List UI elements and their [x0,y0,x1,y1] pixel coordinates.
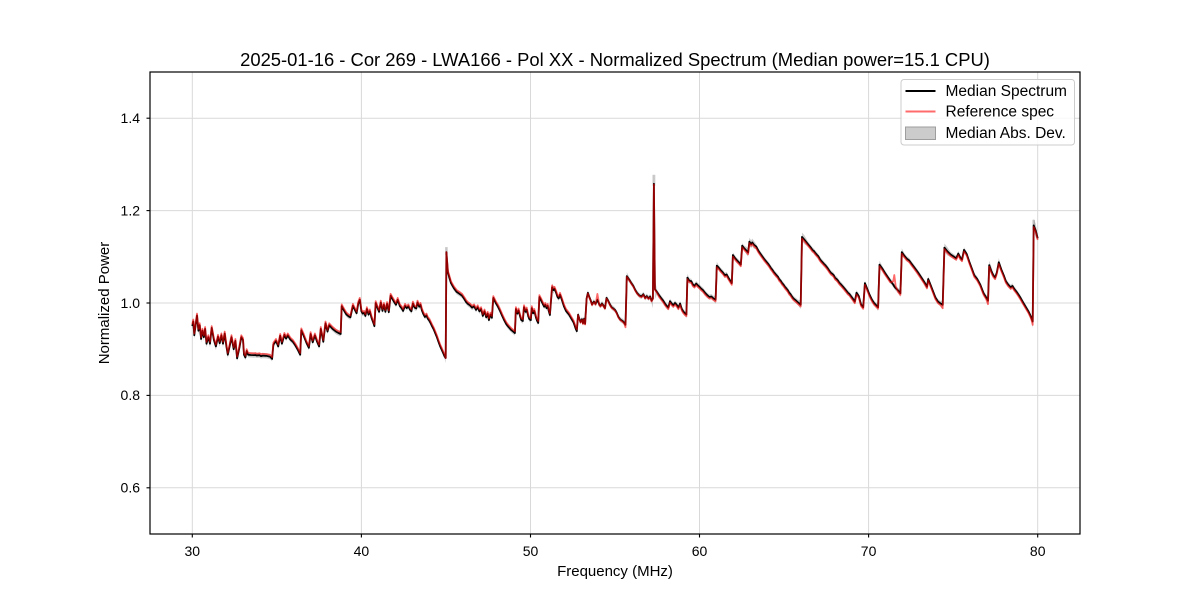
svg-text:Median Abs. Dev.: Median Abs. Dev. [946,125,1066,142]
svg-text:30: 30 [185,543,201,559]
svg-text:40: 40 [354,543,370,559]
svg-text:80: 80 [1030,543,1046,559]
svg-text:0.6: 0.6 [121,480,141,496]
svg-text:1.4: 1.4 [121,110,141,126]
svg-text:2025-01-16 - Cor 269 - LWA166: 2025-01-16 - Cor 269 - LWA166 - Pol XX -… [240,49,990,70]
svg-text:Frequency (MHz): Frequency (MHz) [557,563,673,580]
svg-text:70: 70 [861,543,877,559]
svg-text:1.2: 1.2 [121,202,141,218]
svg-text:50: 50 [523,543,539,559]
svg-text:Normalized Power: Normalized Power [96,242,113,365]
svg-text:60: 60 [692,543,708,559]
svg-text:0.8: 0.8 [121,387,141,403]
svg-text:Median Spectrum: Median Spectrum [946,83,1067,100]
svg-text:Reference spec: Reference spec [946,104,1055,121]
svg-text:1.0: 1.0 [121,295,141,311]
